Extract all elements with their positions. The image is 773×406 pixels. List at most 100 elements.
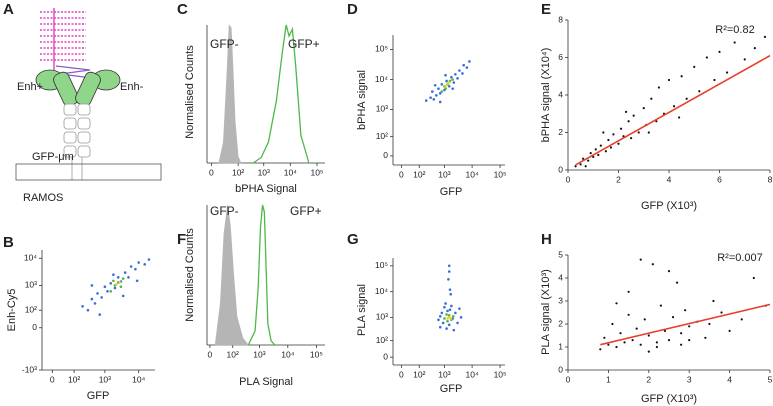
point xyxy=(450,75,453,79)
point xyxy=(112,279,115,283)
point xyxy=(447,270,451,273)
point xyxy=(584,165,587,168)
point xyxy=(728,329,731,332)
annotation: R²=0.82 xyxy=(715,24,754,36)
fit-line xyxy=(600,303,771,346)
x-tick-label: 4 xyxy=(727,374,732,384)
y-tick-label: 4 xyxy=(558,89,563,99)
x-tick-label: 3 xyxy=(687,374,692,384)
point xyxy=(113,286,117,290)
point xyxy=(446,319,449,323)
point xyxy=(612,133,615,136)
point xyxy=(448,288,452,291)
series-label: GFP+ xyxy=(288,37,320,51)
x-tick-label: 10³ xyxy=(99,374,111,384)
dna-strands xyxy=(40,8,86,70)
panel-letter: E xyxy=(541,1,551,18)
point xyxy=(440,90,444,93)
point xyxy=(675,281,679,284)
point xyxy=(98,313,102,316)
point xyxy=(667,78,671,82)
point xyxy=(602,131,605,134)
point xyxy=(740,318,743,321)
point xyxy=(763,35,767,38)
point xyxy=(678,116,681,119)
point xyxy=(134,267,137,271)
point xyxy=(599,144,602,147)
point xyxy=(680,75,683,78)
point xyxy=(424,99,428,102)
x-axis-label: PLA Signal xyxy=(239,376,293,388)
histogram-curve xyxy=(214,204,249,346)
panel-letter: D xyxy=(347,1,358,18)
point xyxy=(657,86,661,89)
point xyxy=(451,315,455,318)
x-tick-label: 10² xyxy=(413,169,425,179)
point xyxy=(688,339,691,342)
x-tick-label: 10² xyxy=(68,374,80,384)
x-axis-label: GFP xyxy=(440,383,463,395)
x-tick-label: 10³ xyxy=(438,369,450,379)
point xyxy=(109,282,113,285)
point xyxy=(594,148,597,151)
point xyxy=(121,277,125,280)
x-tick-label: 10³ xyxy=(258,167,270,177)
point xyxy=(663,329,667,332)
y-tick-label: 10² xyxy=(25,304,37,314)
x-tick-label: 6 xyxy=(717,174,722,184)
x-axis-label: GFP (X10³) xyxy=(641,393,697,405)
point xyxy=(462,63,466,67)
point xyxy=(143,263,147,266)
point xyxy=(459,316,463,319)
point xyxy=(444,87,447,90)
point xyxy=(443,305,446,309)
y-tick-label: 10⁴ xyxy=(375,286,388,296)
y-tick-label: 0 xyxy=(32,322,37,332)
panel-letter: F xyxy=(177,231,186,248)
point xyxy=(449,317,453,320)
series-label: GFP+ xyxy=(290,204,322,218)
y-tick-label: 2 xyxy=(558,318,563,328)
panel-letter: C xyxy=(177,1,188,18)
y-tick-label: 0 xyxy=(383,150,388,160)
y-tick-label: 10⁴ xyxy=(375,74,388,84)
point xyxy=(604,150,607,153)
x-tick-label: 0 xyxy=(209,167,214,177)
point xyxy=(667,339,671,342)
point xyxy=(456,77,459,80)
enhancers xyxy=(35,69,121,107)
y-tick-label: 3 xyxy=(558,295,563,305)
point xyxy=(667,270,671,273)
point xyxy=(655,345,658,349)
point xyxy=(582,157,585,160)
x-axis-label: GFP (X10³) xyxy=(641,200,697,212)
point xyxy=(609,146,613,149)
point xyxy=(637,131,640,134)
point xyxy=(574,165,577,168)
x-tick-label: 0 xyxy=(566,374,571,384)
point xyxy=(451,78,454,81)
label: RAMOS xyxy=(23,192,63,204)
histogram-curve xyxy=(247,204,276,346)
label: Enh- xyxy=(120,81,144,93)
x-tick-label: 10⁵ xyxy=(310,167,323,177)
point xyxy=(109,290,113,293)
point xyxy=(429,96,432,99)
point xyxy=(589,152,592,155)
point xyxy=(659,304,663,307)
point xyxy=(704,336,707,339)
point xyxy=(647,350,650,353)
label: Enh+ xyxy=(17,81,43,93)
point xyxy=(619,127,623,130)
linker xyxy=(55,65,93,79)
y-tick-label: 10⁵ xyxy=(375,44,388,54)
point xyxy=(743,58,746,61)
y-axis-label: PLA signal xyxy=(356,284,368,336)
point xyxy=(445,327,448,330)
point xyxy=(725,71,729,74)
point xyxy=(129,265,133,268)
point xyxy=(81,305,84,308)
point xyxy=(712,299,715,303)
panel-letter: A xyxy=(3,1,14,18)
point xyxy=(135,279,139,283)
